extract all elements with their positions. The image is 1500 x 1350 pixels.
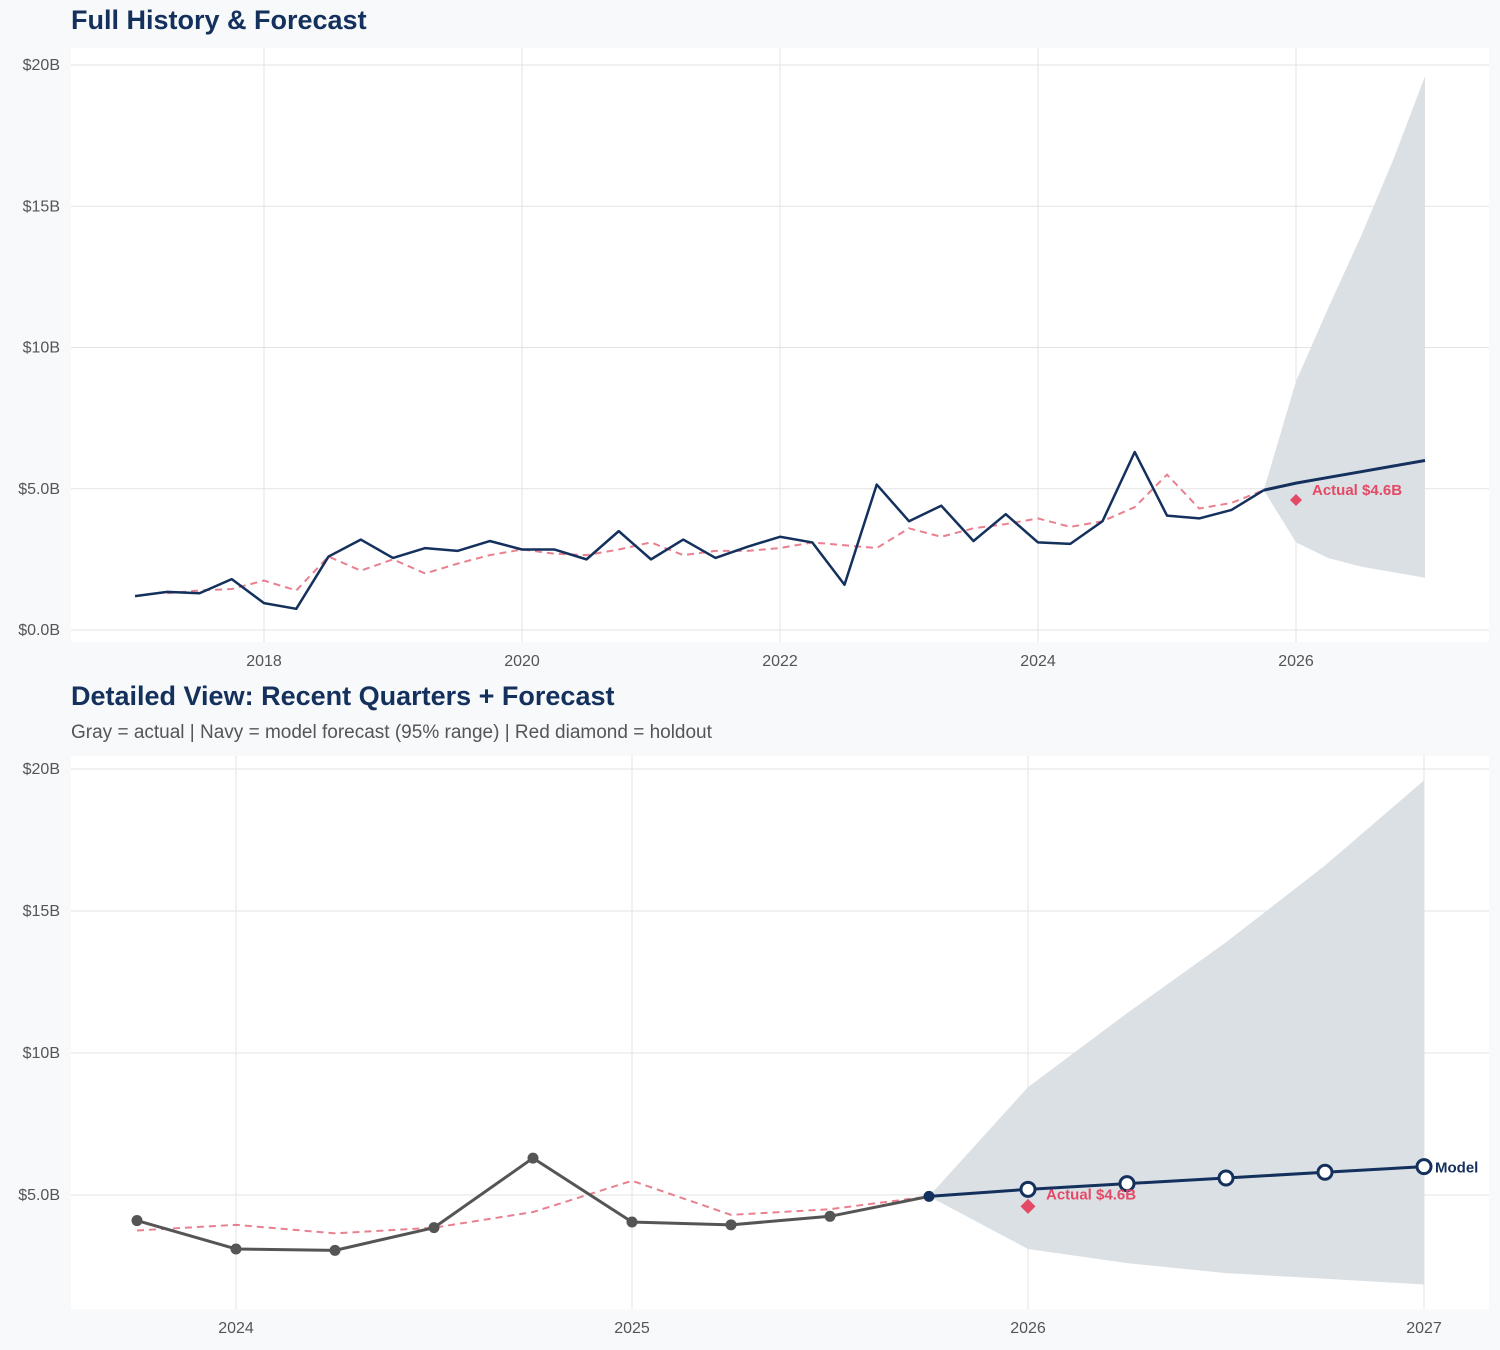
bottom-actual-point	[131, 1215, 143, 1227]
top-actual-line	[134, 450, 1265, 611]
top-forecast-line	[1263, 459, 1426, 492]
bottom-forecast-point	[1019, 1180, 1037, 1198]
top-y-tick-label: $5.0B	[18, 481, 60, 498]
bottom-holdout-annotation: Actual $4.6B	[1046, 1186, 1136, 1203]
bottom-y-tick-label: $15B	[23, 903, 60, 920]
bottom-forecast-point	[1316, 1163, 1334, 1181]
bottom-y-tick-label: $20B	[23, 761, 60, 778]
bottom-forecast-point	[1217, 1169, 1235, 1187]
top-chart-title: Full History & Forecast	[71, 5, 367, 35]
top-y-tick-label: $10B	[23, 340, 60, 357]
bottom-x-tick-label: 2024	[218, 1320, 254, 1337]
top-y-tick-label: $0.0B	[18, 622, 60, 639]
bottom-actual-point	[824, 1210, 836, 1222]
bottom-actual-point	[527, 1152, 539, 1164]
bottom-x-tick-label: 2026	[1010, 1320, 1046, 1337]
bottom-forecast-point	[1415, 1158, 1433, 1176]
bottom-actual-point	[626, 1216, 638, 1228]
bottom-forecast-band	[929, 780, 1424, 1285]
bottom-actual-point	[923, 1190, 935, 1202]
bottom-x-tick-label: 2025	[614, 1320, 650, 1337]
bottom-actual-point	[230, 1243, 242, 1255]
top-fitted-line	[167, 473, 1265, 595]
bottom-actual-point	[725, 1219, 737, 1231]
bottom-chart-subtitle: Gray = actual | Navy = model forecast (9…	[71, 722, 712, 743]
bottom-series-label: Model	[1435, 1160, 1478, 1177]
top-holdout-point	[1290, 494, 1302, 507]
bottom-actual-point	[428, 1222, 440, 1234]
top-forecast-band	[1263, 76, 1425, 578]
top-y-tick-label: $20B	[23, 57, 60, 74]
top-x-tick-label: 2022	[762, 653, 798, 670]
top-y-tick-label: $15B	[23, 198, 60, 215]
top-chart: $0.0B $5.0B $10B $15B $20B 2018 2020 2022 2024 20…	[18, 48, 1489, 670]
bottom-fitted-line	[136, 1179, 930, 1235]
bottom-forecast-point	[1118, 1175, 1136, 1193]
top-x-tick-label: 2020	[504, 653, 540, 670]
top-x-tick-label: 2018	[246, 653, 282, 670]
top-x-tick-label: 2026	[1278, 653, 1314, 670]
bottom-holdout-point	[1020, 1198, 1036, 1214]
bottom-actual-point	[329, 1244, 341, 1256]
bottom-y-tick-label: $5.0B	[18, 1187, 60, 1204]
bottom-chart: $5.0B $10B $15B $20B 2024 2025 2026 2027 Model Ac…	[18, 756, 1489, 1337]
bottom-y-tick-label: $10B	[23, 1045, 60, 1062]
top-x-tick-label: 2024	[1020, 653, 1056, 670]
bottom-chart-title: Detailed View: Recent Quarters + Forecas…	[71, 681, 615, 711]
top-holdout-annotation: Actual $4.6B	[1312, 482, 1402, 499]
bottom-x-tick-label: 2027	[1406, 1320, 1442, 1337]
bottom-forecast-line	[928, 1165, 1425, 1198]
